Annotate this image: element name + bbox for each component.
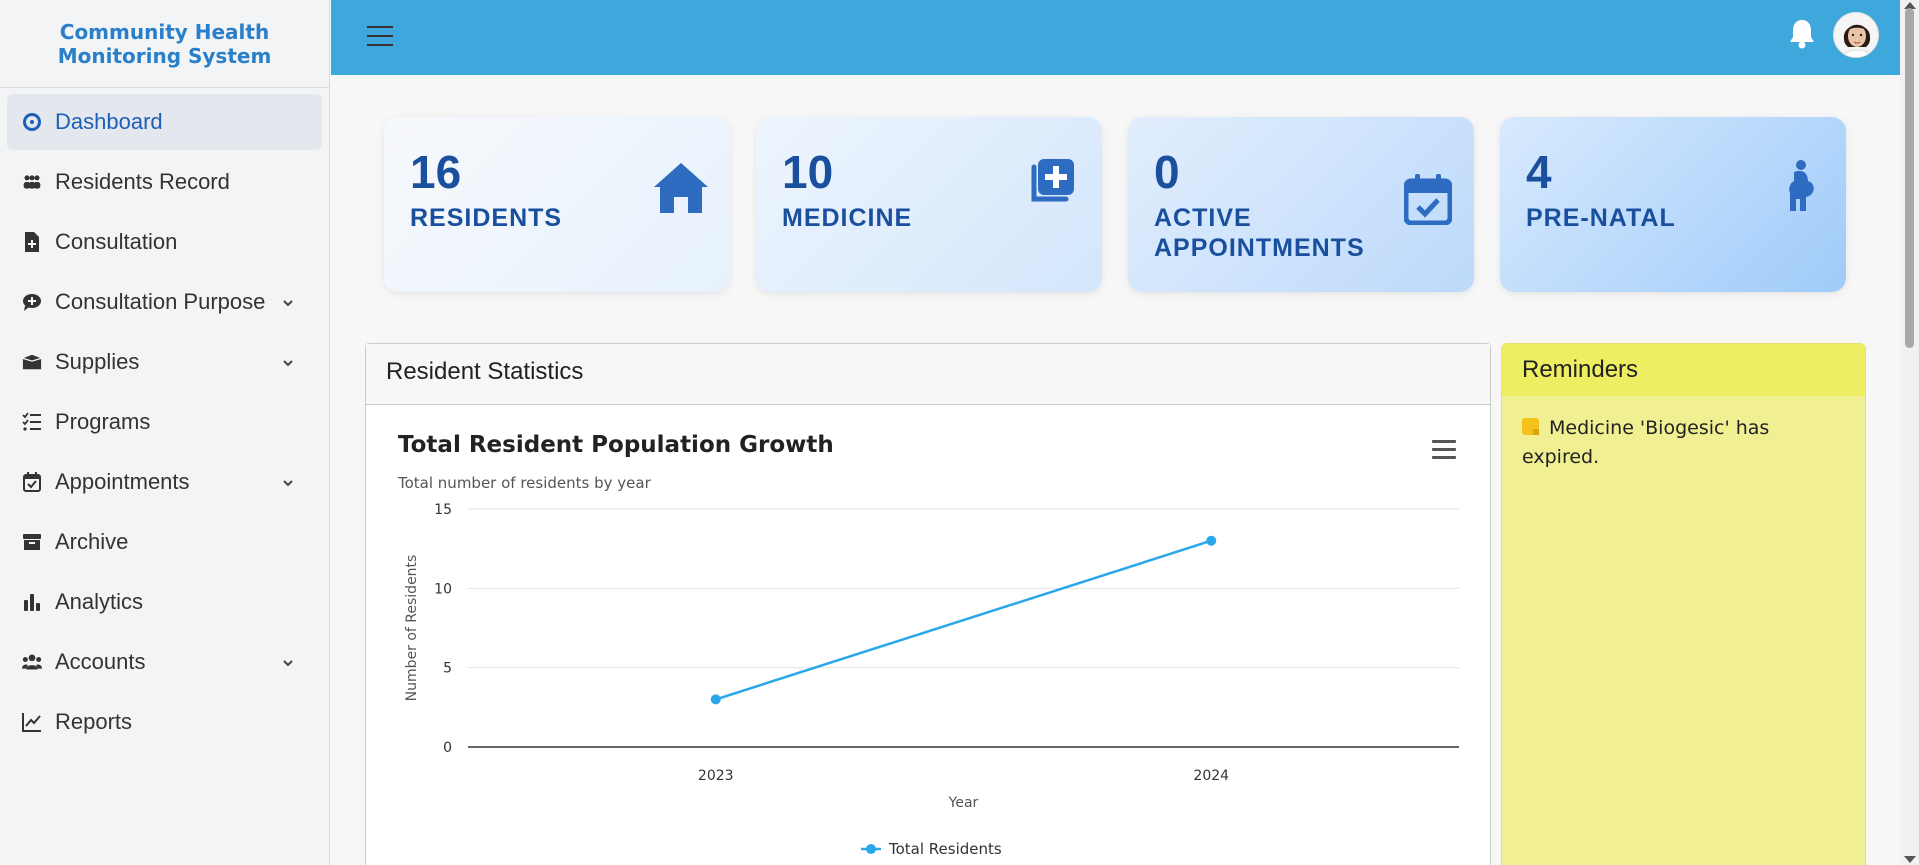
sidebar-item-label: Archive <box>55 529 129 554</box>
sidebar-item-accounts[interactable]: Accounts <box>7 634 322 690</box>
scroll-up-arrow-icon[interactable] <box>1904 2 1916 9</box>
y-tick-label: 0 <box>443 740 452 756</box>
sidebar-item-label: Appointments <box>55 469 190 494</box>
sidebar-item-dashboard[interactable]: Dashboard <box>7 94 322 150</box>
stat-card-pre-natal[interactable]: 4 PRE-NATAL <box>1500 117 1846 292</box>
stat-card-active-appointments[interactable]: 0 ACTIVE APPOINTMENTS <box>1128 117 1474 292</box>
sidebar-item-label: Accounts <box>55 649 146 674</box>
dashboard-icon <box>21 111 43 133</box>
brand-title[interactable]: Community Health Monitoring System <box>57 19 272 68</box>
stat-card-residents[interactable]: 16 RESIDENTS <box>384 117 730 292</box>
stat-card-medicine[interactable]: 10 MEDICINE <box>756 117 1102 292</box>
pregnant-icon <box>1786 159 1820 211</box>
box-icon <box>21 351 43 373</box>
sidebar-item-reports[interactable]: Reports <box>7 694 322 750</box>
sidebar-item-archive[interactable]: Archive <box>7 514 322 570</box>
stat-value: 10 <box>782 146 834 198</box>
panel-title: Resident Statistics <box>366 344 1490 405</box>
reminder-item: Medicine 'Biogesic' has expired. <box>1502 396 1865 490</box>
hamburger-icon[interactable] <box>367 26 393 48</box>
reminders-panel: Reminders Medicine 'Biogesic' has expire… <box>1501 343 1866 865</box>
stat-label: ACTIVE APPOINTMENTS <box>1154 204 1365 262</box>
sidebar-nav: Dashboard Residents Record Consultation … <box>0 88 329 750</box>
reminder-text: Medicine 'Biogesic' has expired. <box>1522 417 1770 468</box>
resident-statistics-panel: Resident Statistics Total Resident Popul… <box>365 343 1491 865</box>
chart-menu-icon[interactable] <box>1432 440 1456 460</box>
stat-value: 0 <box>1154 146 1180 198</box>
scroll-thumb[interactable] <box>1905 8 1914 348</box>
chevron-down-icon[interactable] <box>282 296 296 310</box>
sidebar-item-label: Supplies <box>55 349 140 374</box>
sidebar-item-label: Consultation <box>55 229 178 254</box>
x-tick-label: 2023 <box>698 768 734 784</box>
users-icon <box>21 171 43 193</box>
chevron-down-icon[interactable] <box>282 356 296 370</box>
y-axis-label: Number of Residents <box>404 555 420 702</box>
chart-subtitle: Total number of residents by year <box>398 474 651 492</box>
sidebar-item-label: Reports <box>55 709 133 734</box>
series-line <box>715 539 1212 701</box>
home-icon <box>652 159 710 217</box>
sidebar-item-label: Programs <box>55 409 151 434</box>
y-tick-label: 10 <box>434 581 452 597</box>
file-medical-icon <box>21 231 43 253</box>
sidebar-item-consultation[interactable]: Consultation <box>7 214 322 270</box>
sidebar-item-label: Residents Record <box>55 169 230 194</box>
y-tick-label: 15 <box>434 502 452 518</box>
sidebar-item-supplies[interactable]: Supplies <box>7 334 322 390</box>
comment-medical-icon <box>21 291 43 313</box>
legend-label: Total Residents <box>888 840 1002 858</box>
calendar-check-icon <box>1403 173 1453 226</box>
brand: Community Health Monitoring System <box>0 0 329 88</box>
x-axis-label: Year <box>948 795 979 811</box>
chevron-down-icon[interactable] <box>282 656 296 670</box>
sidebar-item-programs[interactable]: Programs <box>7 394 322 450</box>
calendar-check-icon <box>21 471 43 493</box>
stat-value: 16 <box>410 146 462 198</box>
sidebar-item-appointments[interactable]: Appointments <box>7 454 322 510</box>
bar-chart-icon <box>21 591 43 613</box>
sidebar-item-residents-record[interactable]: Residents Record <box>7 154 322 210</box>
scroll-down-arrow-icon[interactable] <box>1904 856 1916 863</box>
medical-plus-icon <box>1026 157 1076 207</box>
legend-marker <box>866 844 876 854</box>
sticky-note-icon <box>1522 418 1539 435</box>
stat-label: PRE-NATAL <box>1526 204 1676 232</box>
page-scrollbar[interactable] <box>1900 0 1919 865</box>
sidebar-item-label: Dashboard <box>55 109 163 134</box>
data-point <box>1206 535 1217 546</box>
data-point <box>710 694 721 705</box>
bell-icon[interactable] <box>1787 18 1817 50</box>
users-group-icon <box>21 651 43 673</box>
chevron-down-icon[interactable] <box>282 476 296 490</box>
resident-growth-chart: 0 5 10 15 2023 2024 Year Number of Residents Tot… <box>404 502 1459 858</box>
topbar <box>331 0 1900 75</box>
sidebar-item-label: Analytics <box>55 589 144 614</box>
user-avatar[interactable] <box>1833 12 1879 58</box>
archive-icon <box>21 531 43 553</box>
sidebar-item-label: Consultation Purpose <box>55 289 266 314</box>
sidebar-item-consultation-purpose[interactable]: Consultation Purpose <box>7 274 322 330</box>
stat-label: RESIDENTS <box>410 204 563 232</box>
stat-value: 4 <box>1526 146 1552 198</box>
stat-label: MEDICINE <box>782 204 913 232</box>
reminders-title: Reminders <box>1502 344 1865 396</box>
sidebar: Community Health Monitoring System Dashb… <box>0 0 330 865</box>
x-tick-label: 2024 <box>1193 768 1229 784</box>
list-check-icon <box>21 411 43 433</box>
line-chart-icon <box>21 711 43 733</box>
y-tick-label: 5 <box>443 661 452 677</box>
sidebar-item-analytics[interactable]: Analytics <box>7 574 322 630</box>
chart-title: Total Resident Population Growth <box>398 432 834 458</box>
